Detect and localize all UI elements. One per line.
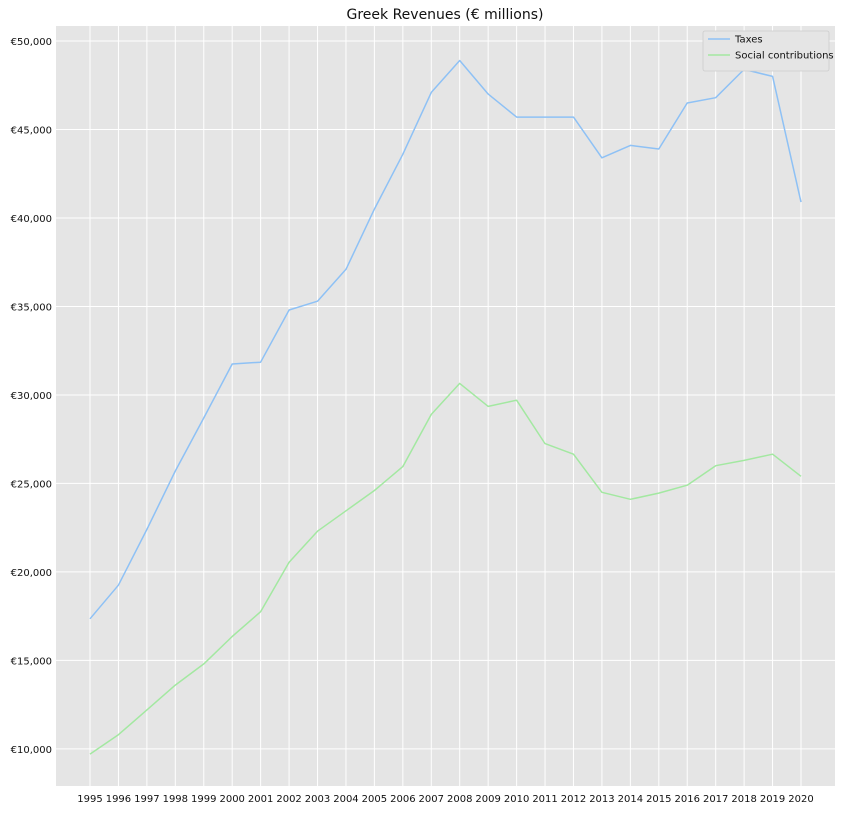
legend: Taxes Social contributions <box>702 30 834 72</box>
x-tick-label: 2002 <box>276 794 301 805</box>
series-line-social-contributions <box>89 382 802 755</box>
y-tick-label: €35,000 <box>11 302 52 313</box>
x-tick-label: 2016 <box>675 794 700 805</box>
y-tick-label: €50,000 <box>11 37 52 48</box>
x-tick-label: 2011 <box>532 794 557 805</box>
y-axis: €10,000 €15,000 €20,000 €25,000 €30,000 €35,0… <box>11 37 52 756</box>
x-tick-label: 2015 <box>646 794 671 805</box>
x-tick-label: 2018 <box>731 794 756 805</box>
x-tick-label: 1997 <box>134 794 159 805</box>
x-tick-label: 2009 <box>475 794 500 805</box>
x-tick-label: 2019 <box>760 794 785 805</box>
legend-label: Social contributions <box>735 51 834 62</box>
x-tick-label: 2003 <box>305 794 330 805</box>
x-tick-label: 2000 <box>219 794 244 805</box>
legend-label: Taxes <box>734 35 763 46</box>
series-line-taxes <box>89 59 802 620</box>
y-tick-label: €45,000 <box>11 126 52 137</box>
x-tick-label: 1995 <box>77 794 102 805</box>
y-tick-label: €20,000 <box>11 568 52 579</box>
x-tick-label: 2007 <box>419 794 444 805</box>
plot-area <box>56 26 835 786</box>
x-tick-label: 2001 <box>248 794 273 805</box>
x-tick-label: 1999 <box>191 794 216 805</box>
x-axis: 1995 1996 1997 1998 1999 2000 2001 2002 2003 2004… <box>77 794 813 805</box>
x-tick-label: 2013 <box>589 794 614 805</box>
x-tick-label: 1998 <box>163 794 188 805</box>
x-tick-label: 2004 <box>333 794 358 805</box>
x-tick-label: 2008 <box>447 794 472 805</box>
chart-title: Greek Revenues (€ millions) <box>346 7 543 23</box>
y-tick-label: €15,000 <box>11 656 52 667</box>
x-tick-label: 2020 <box>788 794 813 805</box>
x-tick-label: 2010 <box>504 794 529 805</box>
x-tick-label: 2012 <box>561 794 586 805</box>
x-tick-label: 2014 <box>618 794 643 805</box>
x-tick-label: 1996 <box>106 794 131 805</box>
x-tick-label: 2017 <box>703 794 728 805</box>
x-tick-label: 2005 <box>362 794 387 805</box>
legend-box <box>702 30 830 72</box>
y-tick-label: €30,000 <box>11 391 52 402</box>
y-tick-label: €10,000 <box>11 745 52 756</box>
y-tick-label: €40,000 <box>11 214 52 225</box>
y-tick-label: €25,000 <box>11 479 52 490</box>
x-tick-label: 2006 <box>390 794 415 805</box>
